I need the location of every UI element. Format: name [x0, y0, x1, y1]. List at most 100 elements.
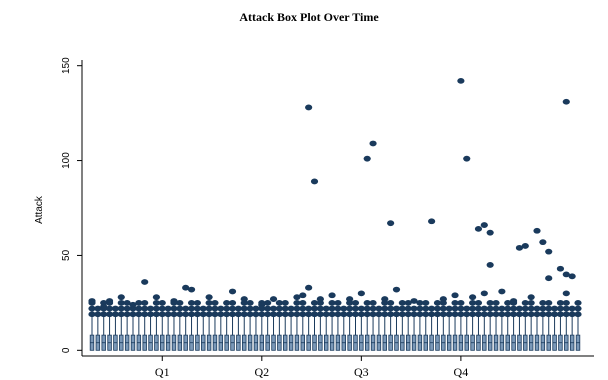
outlier-point — [316, 305, 324, 312]
outlier-point — [94, 311, 102, 318]
box — [517, 315, 522, 351]
outlier-point — [539, 299, 547, 306]
outlier-point — [334, 311, 342, 318]
outlier-point — [135, 299, 143, 306]
outlier-point — [439, 311, 447, 318]
outlier-point — [469, 299, 477, 306]
outlier-point — [141, 299, 149, 306]
outlier-point — [486, 299, 494, 306]
outlier-point — [299, 311, 307, 318]
outlier-point — [234, 305, 242, 312]
box — [452, 315, 458, 351]
outlier-point — [170, 311, 178, 318]
outlier-point — [193, 311, 201, 318]
outlier-point — [170, 298, 178, 304]
outlier-point — [556, 299, 565, 306]
outlier-point — [310, 305, 319, 312]
outlier-point — [451, 292, 459, 299]
box — [470, 315, 475, 351]
outlier-point — [457, 311, 465, 318]
box — [306, 315, 311, 351]
box — [312, 315, 317, 351]
outlier-point — [381, 311, 389, 318]
outlier-point — [187, 311, 196, 318]
outlier-point — [369, 299, 377, 306]
outlier-point — [515, 311, 524, 318]
outlier-point — [240, 305, 248, 312]
outlier-point — [387, 299, 395, 306]
outlier-point — [545, 311, 553, 318]
outlier-point — [275, 311, 283, 318]
outlier-point — [357, 290, 365, 297]
x-tick-label: Q1 — [155, 365, 170, 379]
outlier-point — [533, 227, 541, 234]
box — [201, 315, 206, 351]
outlier-point — [463, 305, 471, 312]
box — [511, 315, 516, 351]
outlier-point — [88, 311, 96, 318]
outlier-point — [158, 299, 166, 306]
outlier-point — [152, 299, 161, 306]
outlier-point — [463, 155, 471, 162]
outlier-point — [293, 299, 301, 306]
outlier-point — [211, 311, 219, 318]
outlier-point — [141, 279, 149, 285]
outlier-point — [463, 311, 471, 318]
outlier-point — [562, 98, 570, 105]
outlier-point — [305, 311, 313, 318]
outlier-point — [387, 305, 395, 312]
outlier-point — [433, 311, 442, 318]
outlier-point — [492, 305, 500, 312]
outlier-point — [480, 222, 488, 228]
outlier-point — [433, 299, 442, 306]
outlier-point — [509, 298, 518, 304]
outlier-point — [111, 311, 120, 318]
box — [148, 315, 153, 351]
outlier-point — [88, 305, 96, 312]
outlier-point — [240, 296, 248, 302]
outlier-point — [228, 288, 237, 295]
outlier-point — [346, 296, 354, 302]
box — [230, 315, 235, 351]
outlier-point — [469, 311, 477, 318]
outlier-point — [246, 299, 254, 306]
box — [359, 315, 364, 351]
outlier-point — [305, 305, 313, 312]
outlier-point — [439, 296, 447, 302]
outlier-point — [228, 305, 237, 312]
box — [247, 315, 253, 351]
box — [499, 315, 505, 351]
box — [429, 315, 434, 351]
outlier-point — [498, 311, 506, 318]
box — [534, 315, 540, 351]
outlier-point — [258, 311, 266, 318]
outlier-point — [117, 311, 125, 318]
outlier-point — [445, 311, 453, 318]
outlier-point — [492, 311, 500, 318]
outlier-point — [123, 311, 131, 318]
box — [113, 315, 118, 351]
outlier-point — [234, 311, 242, 318]
x-ticks: Q1 Q2 Q3 Q4 — [155, 356, 468, 379]
outlier-point — [135, 305, 143, 312]
box — [441, 315, 446, 351]
outlier-point — [556, 265, 565, 272]
outlier-point — [176, 299, 184, 306]
box — [476, 315, 481, 351]
outlier-point — [568, 305, 576, 312]
outlier-point — [492, 299, 500, 306]
box — [160, 315, 165, 351]
outlier-point — [392, 311, 401, 318]
outlier-point — [240, 311, 248, 318]
box — [347, 315, 352, 351]
outlier-point — [293, 311, 301, 318]
outlier-point — [504, 299, 512, 306]
outlier-point — [322, 311, 330, 318]
outlier-point — [328, 305, 336, 312]
box — [101, 315, 106, 351]
outlier-point — [445, 305, 453, 312]
outlier-point — [334, 305, 342, 312]
outlier-point — [252, 305, 260, 312]
outlier-point — [299, 299, 307, 306]
outlier-point — [469, 305, 477, 312]
